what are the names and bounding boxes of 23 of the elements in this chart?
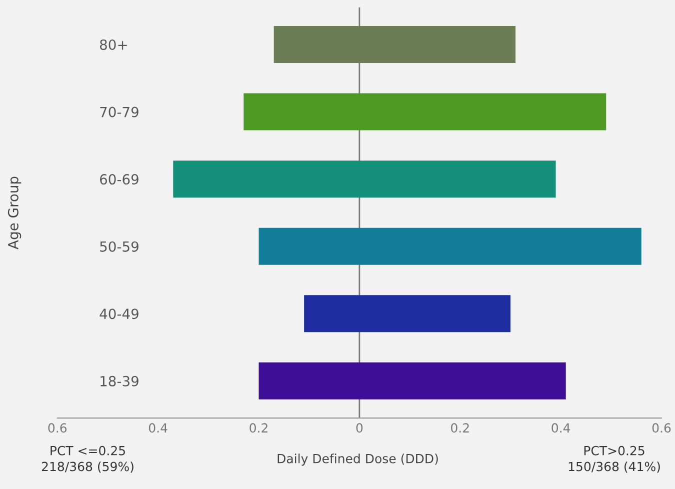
text: PCT <=0.25 218/368 (59%)	[42, 446, 134, 473]
x-tick-label: 0	[356, 423, 363, 433]
y-tick-label: 60-69	[100, 174, 138, 185]
x-tick-label: 0.2	[250, 423, 268, 433]
y-tick-label: 70-79	[100, 106, 138, 118]
bar	[274, 26, 516, 64]
y-tick-label: 80+	[100, 39, 127, 50]
bar	[304, 295, 510, 332]
text: PCT>0.25 150/368 (41%)	[568, 446, 660, 473]
y-axis-title: Age Group	[8, 176, 22, 250]
y-tick-label: 50-59	[100, 241, 138, 252]
x-axis-title: Daily Defined Dose (DDD)	[278, 454, 438, 466]
bar	[244, 93, 606, 130]
x-tick-label: 0.6	[48, 423, 67, 433]
x-tick-label: 0.6	[652, 423, 671, 433]
x-tick-label: 0.4	[552, 423, 570, 433]
x-tick-label: 0.4	[148, 423, 168, 433]
y-tick-label: 18-39	[100, 376, 138, 386]
bar	[173, 160, 556, 198]
bar	[258, 228, 642, 265]
x-tick-label: 0.2	[451, 423, 469, 433]
y-tick-label: 40-49	[100, 308, 138, 320]
bar	[258, 362, 566, 400]
